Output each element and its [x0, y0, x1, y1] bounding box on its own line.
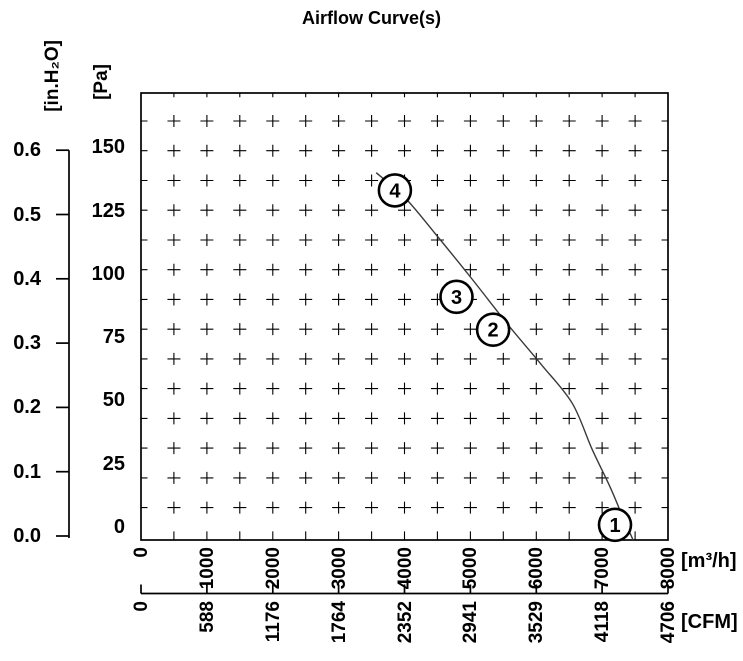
operating-point-3-circle — [439, 279, 474, 315]
cfm-tick-label: 3529 — [526, 601, 548, 644]
inh2o-tick-label: 0.4 — [13, 267, 41, 290]
pa-tick-label: 25 — [102, 452, 125, 475]
operating-point-3-number: 3 — [451, 287, 462, 309]
m3h-tick-label: 8000 — [658, 547, 679, 590]
pa-tick-label: 100 — [91, 262, 125, 285]
operating-point-4-circle — [377, 173, 413, 208]
pa-tick-label: 0 — [113, 516, 125, 538]
inh2o-tick-label: 0.5 — [13, 203, 41, 226]
cfm-tick-label: 2941 — [460, 601, 482, 644]
cfm-tick-label: 1176 — [262, 601, 284, 643]
airflow-curve — [375, 172, 634, 541]
operating-point-2-number: 2 — [488, 320, 499, 342]
cfm-tick-label: 2352 — [394, 601, 416, 644]
operating-point-1-circle — [597, 507, 633, 543]
operating-point-2-circle — [475, 312, 511, 348]
pa-tick-label: 50 — [102, 389, 125, 412]
inh2o-tick-label: 0.0 — [13, 525, 41, 547]
operating-point-4-number: 4 — [389, 180, 401, 202]
pa-tick-label: 150 — [91, 136, 125, 159]
inh2o-tick-label: 0.3 — [13, 332, 41, 355]
cfm-tick-label: 588 — [196, 601, 218, 633]
m3h-unit-label: [m³/h] — [681, 550, 737, 572]
m3h-tick-label: 2000 — [262, 547, 284, 590]
pa-tick-label: 75 — [102, 326, 125, 349]
chart-title: Airflow Curve(s) — [301, 8, 442, 28]
cfm-tick-label: 4118 — [592, 601, 614, 643]
inh2o-tick-label: 0.2 — [13, 396, 41, 419]
m3h-tick-label: 0 — [131, 547, 152, 558]
m3h-tick-label: 1000 — [196, 547, 218, 590]
cfm-tick-label: 1764 — [328, 601, 350, 644]
cfm-tick-label: 0 — [131, 601, 152, 612]
m3h-tick-label: 6000 — [526, 547, 548, 590]
cfm-unit-label: [CFM] — [681, 611, 738, 633]
m3h-tick-label: 4000 — [394, 547, 416, 590]
plot-border — [140, 92, 669, 541]
m3h-tick-label: 5000 — [460, 547, 482, 590]
m3h-tick-label: 7000 — [592, 547, 614, 590]
cfm-tick-label: 4706 — [658, 601, 679, 644]
inh2o-tick-label: 0.1 — [13, 460, 41, 483]
pa-tick-label: 125 — [91, 199, 125, 222]
m3h-tick-label: 3000 — [328, 547, 350, 590]
operating-point-1-number: 1 — [609, 515, 620, 537]
inh2o-tick-label: 0.6 — [13, 139, 41, 162]
